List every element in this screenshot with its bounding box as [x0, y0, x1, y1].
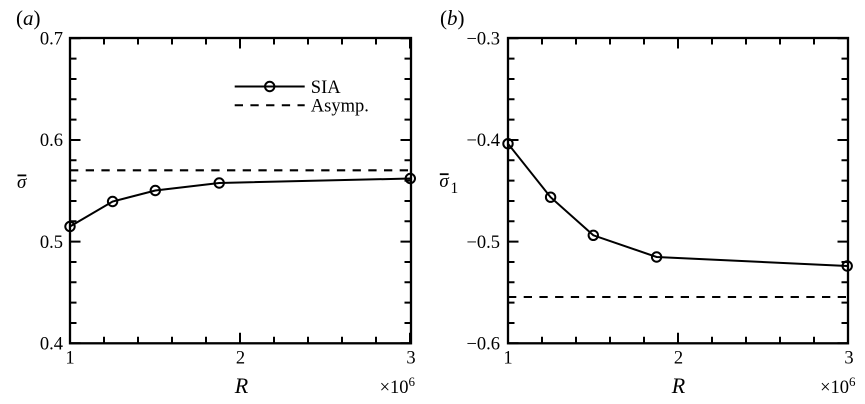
svg-text:Asymp.: Asymp.	[311, 97, 369, 117]
svg-text:0.4: 0.4	[40, 335, 63, 355]
svg-text:−0.5: −0.5	[466, 233, 500, 253]
svg-text:R: R	[671, 373, 686, 398]
svg-text:σ: σ	[17, 172, 27, 193]
svg-text:−0.4: −0.4	[466, 131, 500, 151]
svg-text:0.7: 0.7	[40, 29, 63, 49]
svg-text:1: 1	[65, 349, 74, 369]
svg-text:3: 3	[844, 349, 853, 369]
svg-text:1: 1	[451, 180, 459, 197]
svg-text:2: 2	[674, 349, 683, 369]
svg-text:3: 3	[406, 349, 415, 369]
svg-text:2: 2	[236, 349, 245, 369]
svg-text:R: R	[234, 373, 249, 398]
svg-text:0.6: 0.6	[40, 131, 63, 151]
svg-text:SIA: SIA	[311, 78, 341, 98]
svg-text:(a): (a)	[16, 6, 41, 30]
svg-text:(b): (b)	[440, 6, 465, 30]
svg-text:1: 1	[503, 349, 512, 369]
svg-text:σ: σ	[439, 171, 449, 192]
svg-text:−0.3: −0.3	[466, 29, 500, 49]
svg-text:−0.6: −0.6	[466, 335, 500, 355]
svg-text:0.5: 0.5	[40, 233, 63, 253]
